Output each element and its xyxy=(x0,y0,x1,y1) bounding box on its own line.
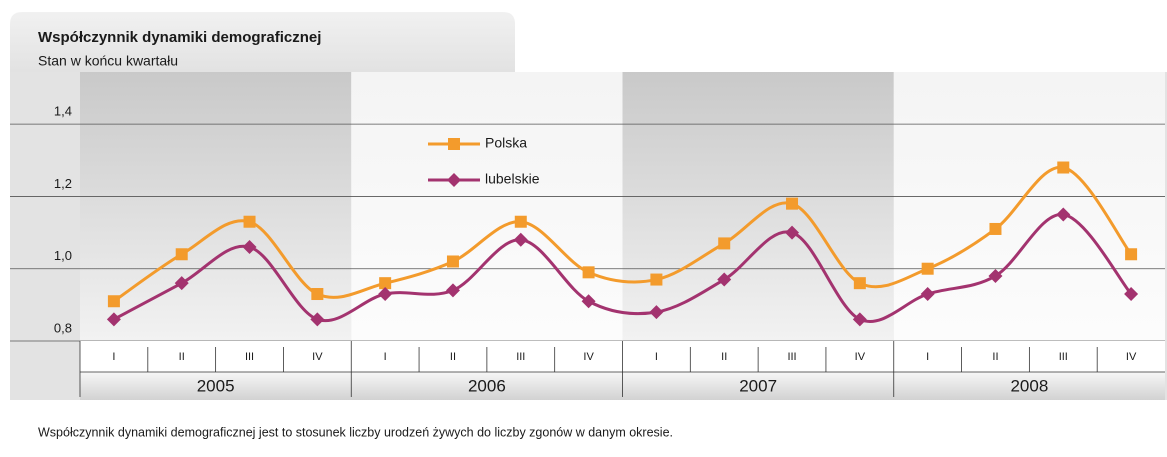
data-point xyxy=(106,312,121,327)
x-tick-label: IV xyxy=(1126,351,1137,363)
data-point xyxy=(174,276,189,291)
series-line xyxy=(113,166,1133,303)
legend-label: Polska xyxy=(485,135,527,151)
x-tick-label: IV xyxy=(855,351,866,363)
data-point xyxy=(513,232,528,247)
data-point xyxy=(107,295,120,308)
y-tick-label: 1,4 xyxy=(54,104,72,119)
chart-subtitle: Stan w końcu kwartału xyxy=(38,53,178,69)
year-label: 2007 xyxy=(739,376,777,395)
data-point xyxy=(379,277,392,290)
x-tick-label: III xyxy=(516,351,525,363)
data-point xyxy=(445,283,460,298)
y-tick-label: 0,8 xyxy=(54,320,72,335)
data-point xyxy=(175,248,188,261)
x-tick-label: II xyxy=(721,351,727,363)
data-point xyxy=(242,240,257,255)
y-tick-label: 1,0 xyxy=(54,248,72,263)
y-tick-label: 1,2 xyxy=(54,176,72,191)
year-band xyxy=(80,72,352,341)
data-point xyxy=(718,237,731,250)
data-point xyxy=(243,215,256,228)
x-tick-label: III xyxy=(787,351,796,363)
data-point xyxy=(1057,161,1070,174)
x-tick-label: IV xyxy=(583,351,594,363)
data-point xyxy=(1124,287,1139,302)
data-point xyxy=(310,312,325,327)
data-point xyxy=(853,277,866,290)
x-tick-label: I xyxy=(384,351,387,363)
x-tick-label: II xyxy=(179,351,185,363)
x-tick-label: II xyxy=(992,351,998,363)
year-label: 2005 xyxy=(197,376,235,395)
data-point xyxy=(446,255,459,268)
data-point xyxy=(1125,248,1138,261)
x-tick-label: III xyxy=(245,351,254,363)
data-point xyxy=(921,262,934,275)
year-band xyxy=(351,72,623,341)
data-point xyxy=(1056,207,1071,222)
x-tick-label: I xyxy=(112,351,115,363)
data-point xyxy=(989,222,1002,235)
year-label: 2008 xyxy=(1010,376,1048,395)
x-tick-label: IV xyxy=(312,351,323,363)
x-tick-label: I xyxy=(655,351,658,363)
year-band xyxy=(893,72,1165,341)
chart-title: Współczynnik dynamiki demograficznej xyxy=(38,29,321,46)
series-line xyxy=(113,212,1133,323)
legend-label: lubelskie xyxy=(485,171,540,187)
data-point xyxy=(785,225,800,240)
data-point xyxy=(311,288,324,301)
data-point xyxy=(852,312,867,327)
data-point xyxy=(514,215,527,228)
data-point xyxy=(650,273,663,286)
data-point xyxy=(786,197,799,210)
x-tick-label: I xyxy=(926,351,929,363)
year-band xyxy=(622,72,894,341)
x-tick-label: II xyxy=(450,351,456,363)
data-point xyxy=(581,294,596,309)
legend-marker xyxy=(448,138,460,150)
title-tab xyxy=(10,12,515,72)
data-point xyxy=(717,272,732,287)
footnote: Współczynnik dynamiki demograficznej jes… xyxy=(38,425,673,439)
data-point xyxy=(920,287,935,302)
year-label: 2006 xyxy=(468,376,506,395)
data-point xyxy=(988,268,1003,283)
x-tick-label: III xyxy=(1059,351,1068,363)
legend-marker xyxy=(447,173,461,187)
data-point xyxy=(582,266,595,279)
data-point xyxy=(378,287,393,302)
data-point xyxy=(649,305,664,320)
